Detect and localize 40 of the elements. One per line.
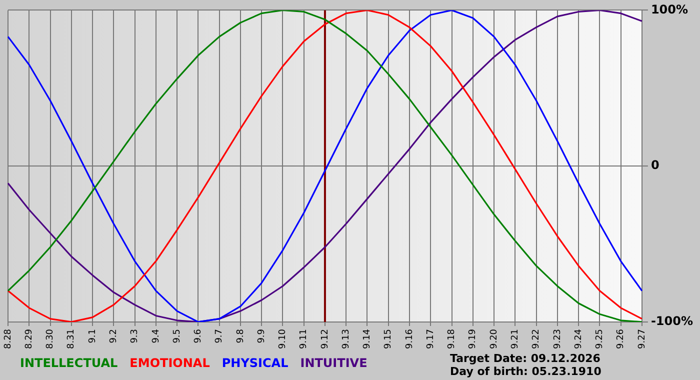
x-tick-label: 9.21 [510,328,520,350]
text: Target Date: 09.12.2026 [450,352,601,365]
x-tick-label: 9.6 [194,328,204,344]
x-tick-label: 8.30 [46,328,56,350]
text: PHYSICAL [222,356,289,370]
x-tick-label: 9.23 [552,328,563,350]
text: EMOTIONAL [130,356,210,370]
x-tick-label: 9.14 [362,328,373,350]
x-tick-label: 9.11 [299,328,310,350]
x-tick-label: 9.13 [341,328,352,350]
x-tick-label: 9.20 [489,328,500,350]
x-tick-label: 9.9 [256,328,267,344]
x-tick-label: 9.3 [130,328,140,344]
x-tick-label: 9.8 [236,328,246,344]
x-tick-label: 9.25 [595,328,606,350]
x-tick-label: 9.27 [637,328,648,350]
x-tick-label: 9.2 [109,328,119,344]
x-tick-label: 9.18 [447,328,458,350]
x-tick-label: 9.22 [532,328,542,350]
x-tick-label: 8.31 [66,328,77,350]
x-tick-label: 8.28 [3,328,14,350]
x-tick-label: 8.29 [24,328,34,350]
x-tick-label: 9.10 [278,328,288,350]
x-tick-label: 9.19 [468,328,478,350]
x-tick-label: 9.7 [214,328,225,344]
y-tick-label: 0 [650,158,660,172]
text: INTELLECTUAL [20,356,118,370]
x-tick-label: 9.12 [320,328,330,350]
x-tick-label: 9.24 [574,328,584,350]
y-tick-label: 100% [650,2,688,16]
x-tick-label: 9.17 [426,328,436,350]
text: INTUITIVE [300,356,368,370]
text: Day of birth: 05.23.1910 [450,365,602,378]
x-tick-label: 9.15 [384,328,394,350]
x-tick-label: 9.26 [616,328,626,350]
y-tick-label: -100% [650,314,694,328]
x-tick-label: 9.1 [88,328,98,344]
x-tick-label: 9.16 [404,328,415,350]
x-tick-label: 9.4 [151,328,162,344]
x-tick-label: 9.5 [172,328,182,344]
